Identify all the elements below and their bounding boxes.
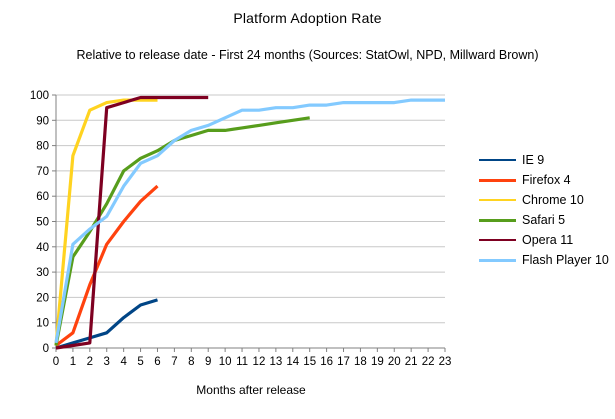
legend-item-ie-9: IE 9 <box>479 150 609 170</box>
x-tick-label: 8 <box>188 356 194 368</box>
legend-item-opera-11: Opera 11 <box>479 230 609 250</box>
legend-label: IE 9 <box>522 153 545 167</box>
legend-swatch-flash-player-10 <box>479 258 516 262</box>
legend-item-chrome-10: Chrome 10 <box>479 190 609 210</box>
x-tick-label: 3 <box>104 356 110 368</box>
x-tick-label: 14 <box>286 356 299 368</box>
series-line-flash-player-10 <box>54 98 445 344</box>
legend-label: Chrome 10 <box>522 193 584 207</box>
y-tick-label: 70 <box>36 166 49 178</box>
legend: IE 9 Firefox 4 Chrome 10 Safari 5 Opera 11 Fl… <box>479 150 609 270</box>
legend-label: Firefox 4 <box>522 173 571 187</box>
legend-swatch-ie-9 <box>479 159 516 161</box>
x-tick-label: 1 <box>70 356 76 368</box>
x-tick-label: 18 <box>354 356 367 368</box>
x-axis-title: Months after release <box>196 383 306 397</box>
series-line-chrome-10 <box>54 98 158 346</box>
series-line-opera-11 <box>55 95 209 350</box>
legend-item-firefox-4: Firefox 4 <box>479 170 609 190</box>
x-tick-label: 7 <box>171 356 177 368</box>
x-tick-label: 20 <box>388 356 401 368</box>
chart-subtitle: Relative to release date - First 24 mont… <box>76 48 539 62</box>
x-tick-label: 12 <box>253 356 266 368</box>
legend-item-safari-5: Safari 5 <box>479 210 609 230</box>
x-tick-label: 4 <box>120 356 127 368</box>
y-tick-label: 50 <box>36 217 49 229</box>
chart-title: Platform Adoption Rate <box>233 10 382 26</box>
y-tick-label: 10 <box>36 318 49 330</box>
legend-swatch-safari-5 <box>479 218 516 222</box>
y-tick-label: 0 <box>43 343 49 355</box>
y-tick-label: 80 <box>36 141 49 153</box>
x-tick-label: 0 <box>53 356 59 368</box>
legend-item-flash-player-10: Flash Player 10 <box>479 250 609 270</box>
y-tick-label: 40 <box>36 242 49 254</box>
legend-label: Safari 5 <box>522 213 566 227</box>
legend-label: Opera 11 <box>522 233 574 247</box>
series-line-ie-9 <box>55 298 158 350</box>
x-tick-label: 16 <box>320 356 333 368</box>
x-tick-label: 23 <box>439 356 452 368</box>
x-tick-label: 9 <box>205 356 211 368</box>
y-tick-label: 90 <box>36 115 49 127</box>
x-tick-label: 6 <box>154 356 160 368</box>
legend-swatch-chrome-10 <box>479 198 516 202</box>
x-tick-label: 11 <box>236 356 248 368</box>
legend-label: Flash Player 10 <box>522 253 609 267</box>
x-tick-label: 13 <box>269 356 282 368</box>
x-tick-label: 22 <box>422 356 435 368</box>
x-tick-label: 10 <box>219 356 232 368</box>
series-line-safari-5 <box>54 116 310 346</box>
x-tick-label: 17 <box>337 356 350 368</box>
legend-swatch-firefox-4 <box>479 178 516 182</box>
y-tick-label: 100 <box>30 90 49 102</box>
y-tick-label: 20 <box>36 292 49 304</box>
y-tick-label: 60 <box>36 191 49 203</box>
x-tick-label: 21 <box>405 356 418 368</box>
x-tick-label: 2 <box>87 356 93 368</box>
x-tick-label: 5 <box>137 356 143 368</box>
x-tick-label: 19 <box>371 356 384 368</box>
y-tick-label: 30 <box>36 267 49 279</box>
x-tick-label: 15 <box>303 356 316 368</box>
series-line-firefox-4 <box>55 184 159 347</box>
legend-swatch-opera-11 <box>479 239 516 241</box>
